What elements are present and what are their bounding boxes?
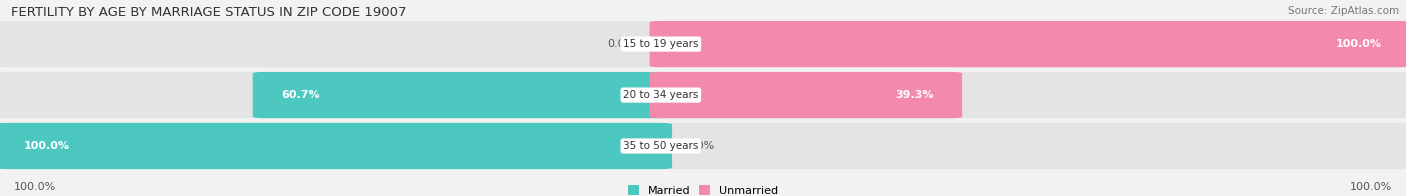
Text: 20 to 34 years: 20 to 34 years: [623, 90, 699, 100]
FancyBboxPatch shape: [650, 72, 962, 118]
FancyBboxPatch shape: [0, 21, 1406, 67]
Text: 0.0%: 0.0%: [607, 39, 636, 49]
Text: 0.0%: 0.0%: [686, 141, 714, 151]
Text: 35 to 50 years: 35 to 50 years: [623, 141, 699, 151]
FancyBboxPatch shape: [650, 21, 1406, 67]
FancyBboxPatch shape: [0, 123, 672, 169]
Text: 100.0%: 100.0%: [24, 141, 70, 151]
Text: 100.0%: 100.0%: [1350, 182, 1392, 192]
FancyBboxPatch shape: [0, 123, 1406, 169]
Text: 100.0%: 100.0%: [14, 182, 56, 192]
Legend: Married, Unmarried: Married, Unmarried: [623, 181, 783, 196]
Text: Source: ZipAtlas.com: Source: ZipAtlas.com: [1288, 6, 1399, 16]
FancyBboxPatch shape: [0, 72, 1406, 118]
FancyBboxPatch shape: [253, 72, 672, 118]
Text: 15 to 19 years: 15 to 19 years: [623, 39, 699, 49]
Text: FERTILITY BY AGE BY MARRIAGE STATUS IN ZIP CODE 19007: FERTILITY BY AGE BY MARRIAGE STATUS IN Z…: [11, 6, 406, 19]
Text: 60.7%: 60.7%: [281, 90, 319, 100]
Text: 39.3%: 39.3%: [896, 90, 934, 100]
Text: 100.0%: 100.0%: [1336, 39, 1382, 49]
